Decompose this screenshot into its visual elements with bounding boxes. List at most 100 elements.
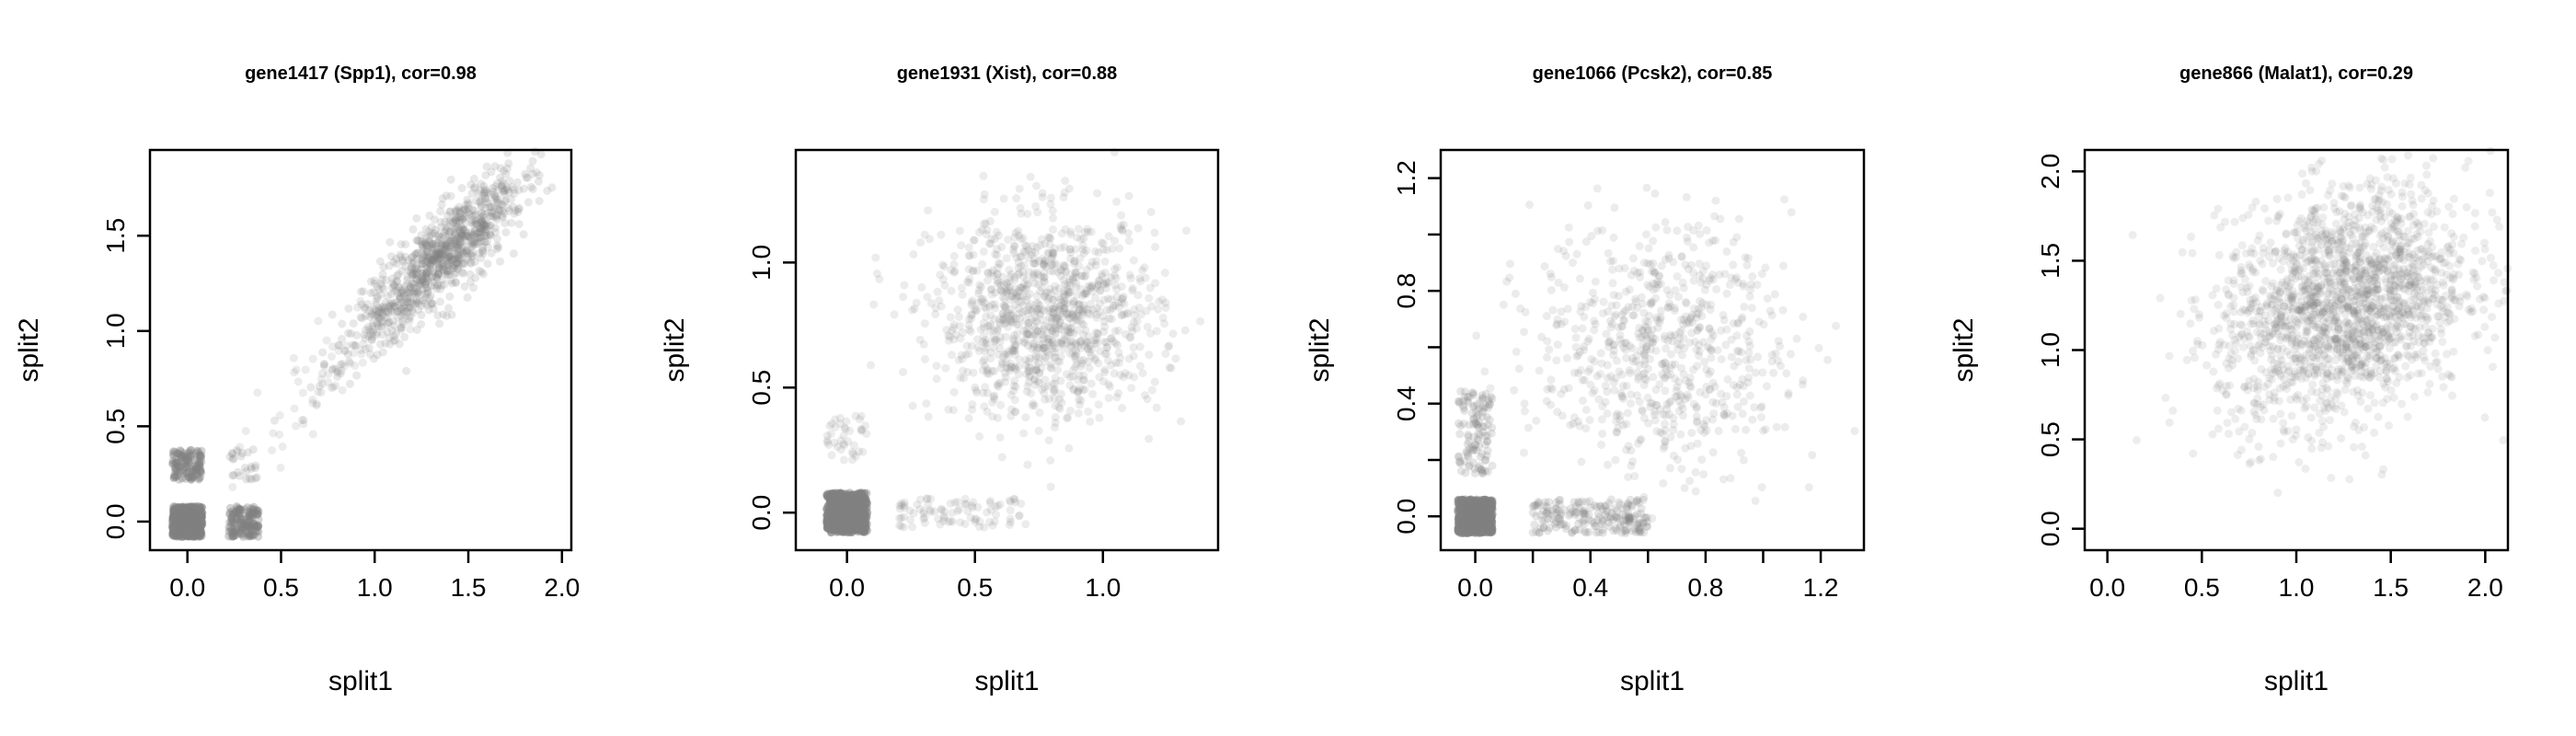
data-point xyxy=(1046,193,1055,202)
data-point xyxy=(1141,391,1149,400)
data-point xyxy=(187,445,196,454)
data-point xyxy=(174,528,183,537)
data-point xyxy=(448,217,457,226)
data-point xyxy=(924,206,933,215)
data-point xyxy=(297,416,306,425)
data-point xyxy=(226,526,236,535)
data-point xyxy=(1152,403,1161,412)
data-point xyxy=(241,520,250,529)
data-point xyxy=(188,519,197,528)
data-point xyxy=(185,529,194,538)
data-point xyxy=(1040,276,1048,285)
data-point xyxy=(449,218,458,227)
data-point xyxy=(1454,499,1463,508)
data-point xyxy=(1717,355,1726,363)
data-point xyxy=(982,312,991,321)
data-point xyxy=(196,523,205,533)
data-point xyxy=(413,268,422,277)
data-point xyxy=(237,523,247,533)
data-point xyxy=(1094,359,1103,368)
data-point xyxy=(248,445,258,454)
data-point xyxy=(229,509,238,518)
data-point xyxy=(180,518,190,527)
data-point xyxy=(361,334,370,343)
data-point xyxy=(169,509,178,518)
data-point xyxy=(1001,302,1010,311)
data-point xyxy=(968,503,977,512)
data-point xyxy=(197,503,206,512)
data-point xyxy=(189,509,198,518)
data-point xyxy=(322,336,331,345)
data-point xyxy=(176,528,185,537)
data-point xyxy=(184,505,192,514)
data-point xyxy=(415,296,424,305)
data-point xyxy=(176,462,185,471)
data-point xyxy=(1147,385,1156,395)
data-point xyxy=(461,218,470,227)
data-point xyxy=(169,511,178,520)
data-point xyxy=(196,511,205,519)
data-point xyxy=(439,265,448,274)
data-point xyxy=(828,511,837,520)
data-point xyxy=(1611,455,1620,465)
data-point xyxy=(1754,352,1763,362)
data-point xyxy=(467,251,477,260)
data-point xyxy=(514,220,523,229)
data-point xyxy=(178,502,188,512)
data-point xyxy=(1662,225,1672,235)
data-point xyxy=(361,303,370,312)
data-point xyxy=(351,341,360,351)
data-point xyxy=(224,523,234,532)
data-point xyxy=(375,257,385,266)
data-point xyxy=(234,528,243,537)
data-point xyxy=(191,520,201,529)
data-point xyxy=(899,523,908,532)
data-point xyxy=(190,530,200,539)
data-point xyxy=(174,531,182,540)
data-point xyxy=(174,516,183,525)
data-point xyxy=(194,524,203,533)
data-point xyxy=(171,523,180,533)
data-point xyxy=(190,507,198,516)
data-point xyxy=(1616,500,1625,509)
data-point xyxy=(194,447,203,456)
data-point xyxy=(336,369,345,378)
data-point xyxy=(496,257,505,266)
data-point xyxy=(179,529,189,538)
data-point xyxy=(232,513,241,523)
data-point xyxy=(363,300,373,309)
data-point xyxy=(188,473,197,482)
data-point xyxy=(427,259,436,268)
data-point xyxy=(1040,383,1049,392)
data-point xyxy=(181,508,190,517)
data-point xyxy=(191,511,200,520)
data-point xyxy=(188,504,197,513)
data-point xyxy=(195,507,204,515)
data-point xyxy=(481,228,490,237)
data-point xyxy=(403,280,411,289)
data-point xyxy=(1532,416,1541,425)
data-point xyxy=(1575,513,1584,523)
data-point xyxy=(227,513,236,522)
data-point xyxy=(919,514,928,523)
data-point xyxy=(1160,319,1169,328)
data-point xyxy=(268,446,277,454)
data-point xyxy=(177,447,186,456)
data-point xyxy=(923,293,932,302)
data-point xyxy=(185,525,194,535)
data-point xyxy=(173,530,182,539)
data-point xyxy=(1514,364,1524,374)
data-point xyxy=(500,197,509,206)
data-point xyxy=(1041,262,1051,271)
data-point xyxy=(915,335,925,344)
data-point xyxy=(170,516,179,525)
data-point xyxy=(178,518,188,527)
data-point xyxy=(413,275,422,284)
data-point xyxy=(947,286,956,295)
data-point xyxy=(1772,422,1781,431)
data-point xyxy=(170,515,179,523)
data-point xyxy=(227,519,236,528)
data-point xyxy=(174,528,183,537)
data-point xyxy=(446,191,455,201)
data-point xyxy=(182,517,191,526)
